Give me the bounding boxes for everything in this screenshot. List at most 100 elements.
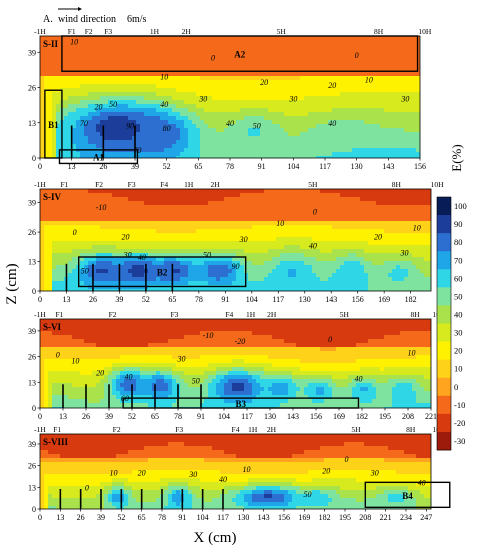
field-cell	[220, 269, 225, 274]
field-cell	[292, 132, 297, 137]
field-cell	[388, 128, 393, 133]
field-cell	[136, 213, 141, 218]
field-cell	[76, 68, 81, 73]
field-cell	[256, 285, 261, 290]
field-cell	[224, 209, 229, 214]
field-cell	[416, 140, 420, 145]
field-cell	[148, 281, 153, 286]
field-cell	[292, 64, 297, 69]
field-cell	[304, 76, 309, 81]
field-cell	[128, 213, 133, 218]
field-cell	[340, 136, 345, 141]
field-cell	[40, 245, 45, 250]
field-cell	[240, 245, 245, 250]
field-cell	[148, 124, 153, 129]
field-cell	[328, 68, 333, 73]
field-cell	[96, 68, 101, 73]
field-cell	[72, 40, 77, 45]
field-cell	[252, 245, 257, 250]
field-cell	[356, 56, 361, 61]
field-cell	[168, 229, 173, 234]
field-cell	[112, 100, 117, 105]
field-cell	[216, 225, 221, 230]
field-cell	[224, 124, 229, 129]
field-cell	[108, 245, 113, 250]
field-cell	[172, 237, 177, 242]
field-cell	[248, 156, 253, 158]
field-cell	[208, 80, 213, 85]
field-cell	[164, 76, 169, 81]
field-cell	[128, 48, 133, 53]
field-cell	[112, 273, 117, 278]
field-cell	[220, 132, 225, 137]
field-cell	[196, 116, 201, 121]
field-cell	[68, 213, 73, 218]
field-cell	[232, 213, 237, 218]
field-cell	[244, 152, 249, 157]
field-cell	[64, 233, 69, 238]
field-cell	[64, 100, 69, 105]
field-cell	[280, 72, 285, 77]
field-cell	[380, 64, 385, 69]
field-cell	[200, 144, 205, 149]
field-cell	[52, 245, 57, 250]
field-cell	[376, 72, 381, 77]
field-cell	[180, 257, 185, 262]
field-cell	[256, 245, 261, 250]
field-cell	[100, 193, 105, 198]
field-cell	[80, 281, 85, 286]
field-cell	[156, 281, 161, 286]
field-cell	[68, 201, 73, 206]
field-cell	[188, 269, 193, 274]
field-cell	[156, 116, 161, 121]
field-cell	[312, 148, 317, 153]
field-cell	[72, 76, 77, 81]
field-cell	[256, 281, 261, 286]
field-cell	[100, 112, 105, 117]
field-cell	[76, 156, 81, 158]
field-cell	[228, 140, 233, 145]
y-tick-label: 13	[28, 119, 36, 128]
field-cell	[368, 64, 373, 69]
field-cell	[188, 213, 193, 218]
field-cell	[184, 261, 189, 266]
field-cell	[284, 245, 289, 250]
field-cell	[116, 265, 121, 270]
field-cell	[320, 241, 325, 246]
field-cell	[308, 112, 313, 117]
field-cell	[276, 273, 281, 278]
field-cell	[124, 273, 129, 278]
field-cell	[196, 144, 201, 149]
field-cell	[156, 253, 161, 258]
field-cell	[332, 289, 337, 291]
field-cell	[332, 80, 337, 85]
field-cell	[164, 72, 169, 77]
field-cell	[100, 257, 105, 262]
field-cell	[84, 56, 89, 61]
field-cell	[240, 72, 245, 77]
field-cell	[56, 56, 61, 61]
field-cell	[396, 60, 401, 65]
field-cell	[180, 277, 185, 282]
field-cell	[128, 88, 133, 93]
field-cell	[180, 128, 185, 133]
field-cell	[164, 201, 169, 206]
field-cell	[160, 56, 165, 61]
field-cell	[116, 233, 121, 238]
field-cell	[372, 52, 377, 57]
field-cell	[184, 116, 189, 121]
field-cell	[368, 108, 373, 113]
field-cell	[140, 68, 145, 73]
field-cell	[200, 233, 205, 238]
field-cell	[264, 144, 269, 149]
field-cell	[292, 148, 297, 153]
field-cell	[84, 152, 89, 157]
field-cell	[224, 56, 229, 61]
field-cell	[292, 269, 297, 274]
field-cell	[256, 100, 261, 105]
field-cell	[276, 100, 281, 105]
field-cell	[184, 241, 189, 246]
field-cell	[168, 205, 173, 210]
field-cell	[108, 92, 113, 97]
field-cell	[336, 48, 341, 53]
